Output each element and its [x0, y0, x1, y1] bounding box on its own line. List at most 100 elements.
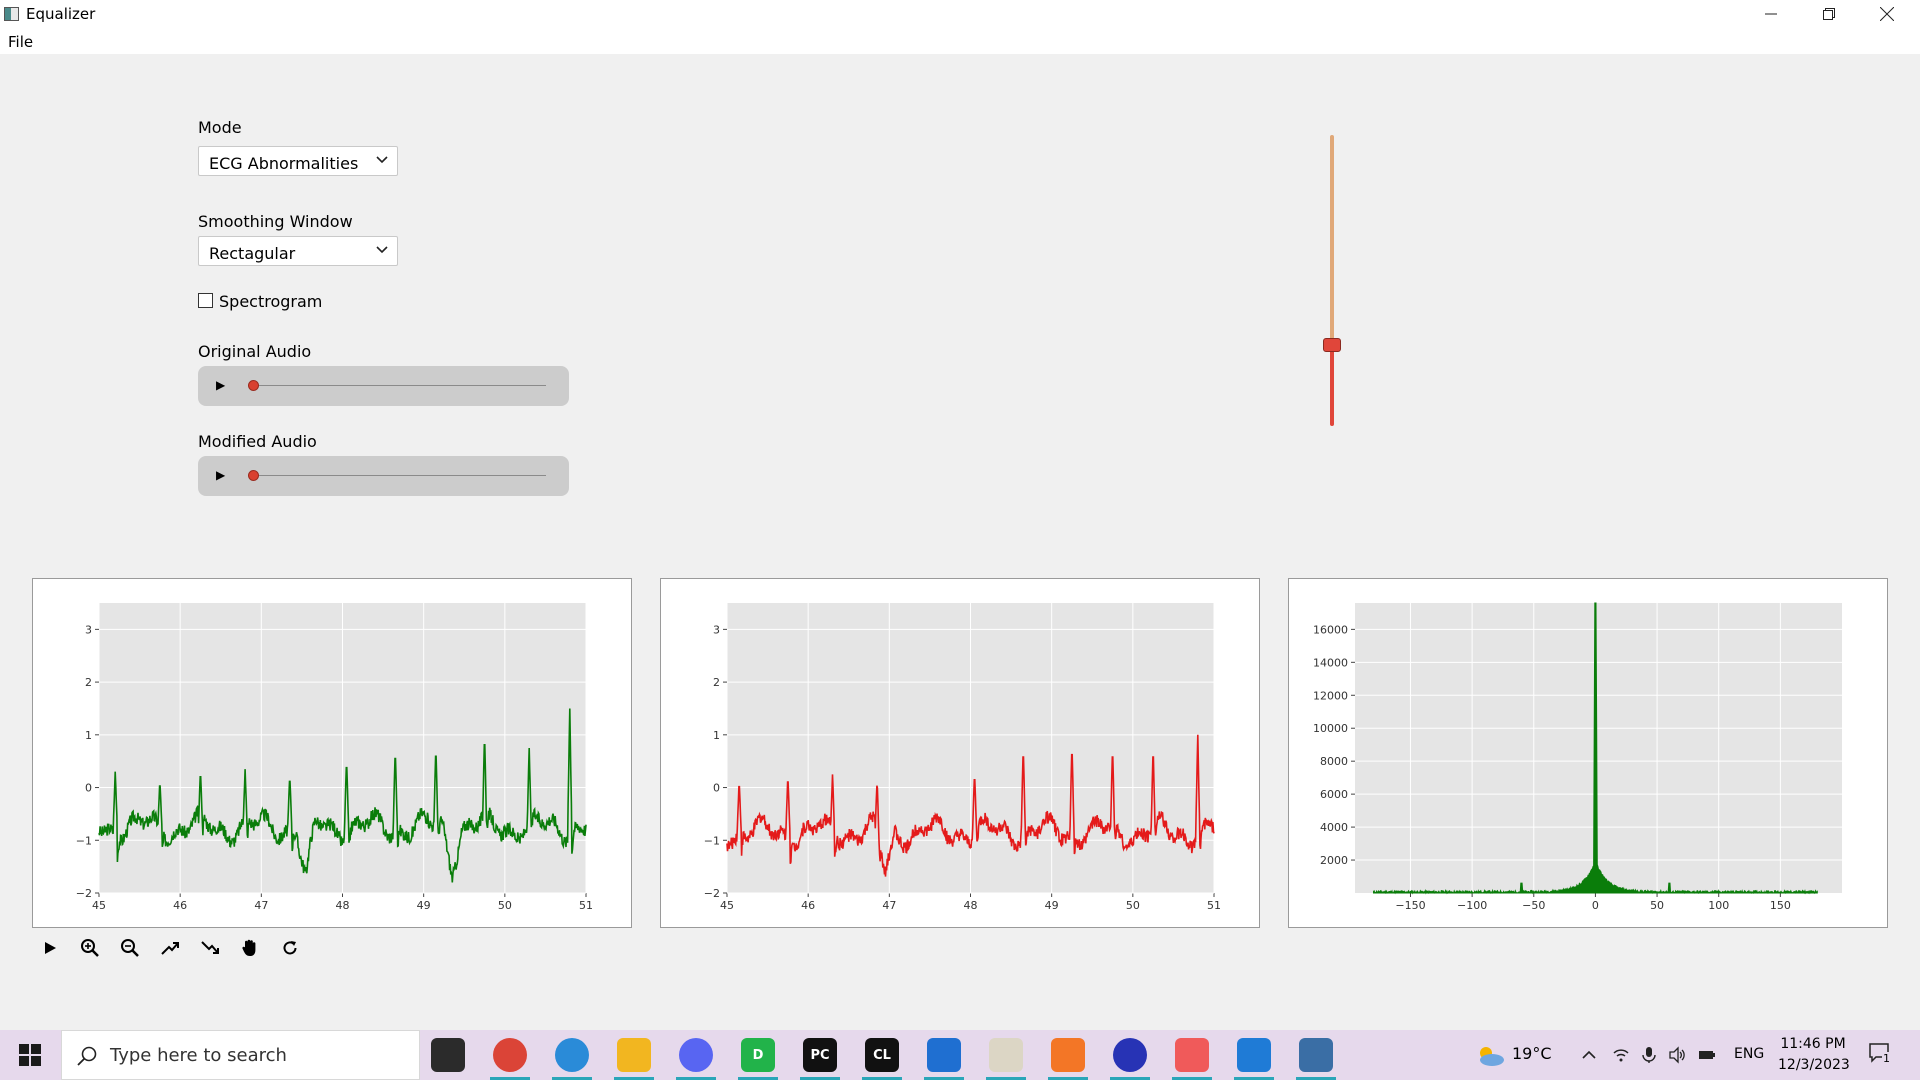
x-tick-label: 49 — [417, 899, 431, 912]
modified-signal-plot[interactable]: 45 46 47 48 49 50 51 3 2 1 0 −1 −2 — [660, 578, 1260, 928]
y-tick-label: 2000 — [1320, 854, 1348, 867]
window-title: Equalizer — [26, 5, 96, 23]
chevron-down-icon — [376, 246, 388, 254]
chevron-up-icon[interactable] — [1580, 1046, 1598, 1064]
original-audio-seek-handle[interactable] — [248, 380, 259, 391]
modified-audio-player: ▶ — [198, 456, 569, 496]
spectrogram-checkbox[interactable] — [198, 293, 213, 308]
vscode-icon[interactable] — [1237, 1038, 1271, 1072]
play-icon[interactable]: ▶ — [216, 468, 226, 482]
search-icon — [77, 1046, 97, 1066]
windows-logo-icon — [19, 1044, 41, 1066]
running-indicator — [676, 1077, 716, 1080]
running-indicator — [1172, 1077, 1212, 1080]
smoothing-label: Smoothing Window — [198, 212, 353, 231]
discord-icon[interactable] — [679, 1038, 713, 1072]
y-tick-label: 4000 — [1320, 821, 1348, 834]
x-tick-label: 50 — [1126, 899, 1140, 912]
reset-icon — [283, 941, 297, 955]
datagrip-icon[interactable]: D — [741, 1038, 775, 1072]
x-tick-label: 48 — [964, 899, 978, 912]
trend-up-icon — [161, 942, 179, 955]
original-signal-plot[interactable]: 45 46 47 48 49 50 51 3 2 1 0 −1 −2 — [32, 578, 632, 928]
clock-date[interactable]: 12/3/2023 — [1778, 1057, 1850, 1073]
x-tick-label: 100 — [1708, 899, 1729, 912]
notification-center-button[interactable]: 1 — [1868, 1042, 1898, 1068]
zoom-out-icon — [121, 939, 139, 957]
running-indicator — [1048, 1077, 1088, 1080]
modified-audio-seekbar[interactable] — [250, 475, 546, 476]
taskbar-search-box[interactable]: Type here to search — [61, 1030, 420, 1080]
gitkraken-icon[interactable] — [1175, 1038, 1209, 1072]
spectrum-area — [1373, 602, 1818, 895]
running-indicator — [1296, 1077, 1336, 1080]
pan-button[interactable] — [238, 936, 262, 960]
modified-signal-chart: 45 46 47 48 49 50 51 3 2 1 0 −1 −2 — [704, 603, 1221, 912]
smoothing-select-value: Rectagular — [209, 244, 296, 263]
modified-audio-seek-handle[interactable] — [248, 470, 259, 481]
file-explorer-icon[interactable] — [617, 1038, 651, 1072]
running-indicator — [490, 1077, 530, 1080]
original-audio-player: ▶ — [198, 366, 569, 406]
audacity-icon[interactable] — [1113, 1038, 1147, 1072]
running-indicator — [986, 1077, 1026, 1080]
menu-file[interactable]: File — [8, 33, 34, 51]
play-icon[interactable]: ▶ — [216, 378, 226, 392]
x-tick-label: 46 — [801, 899, 815, 912]
chevron-down-icon — [376, 156, 388, 164]
paint-icon[interactable] — [989, 1038, 1023, 1072]
edge-icon[interactable] — [555, 1038, 589, 1072]
y-tick-label: −1 — [704, 834, 720, 847]
gain-slider-track-lower[interactable] — [1330, 344, 1334, 426]
x-tick-label: 0 — [1592, 899, 1599, 912]
restore-icon — [1823, 8, 1835, 20]
y-tick-label: 10000 — [1313, 722, 1348, 735]
battery-icon[interactable] — [1698, 1046, 1716, 1064]
language-indicator[interactable]: ENG — [1734, 1046, 1765, 1062]
x-tick-label: −50 — [1522, 899, 1545, 912]
mail-icon[interactable] — [927, 1038, 961, 1072]
weather-icon[interactable] — [1474, 1044, 1506, 1072]
notification-count: 1 — [1882, 1052, 1891, 1065]
trend-down-icon — [201, 941, 219, 954]
gain-slider-handle[interactable] — [1323, 337, 1341, 352]
x-tick-label: 46 — [173, 899, 187, 912]
zoom-out-button[interactable] — [118, 936, 142, 960]
restore-button[interactable] — [1800, 0, 1858, 28]
clock-time[interactable]: 11:46 PM — [1780, 1036, 1846, 1052]
task-view-icon[interactable] — [431, 1038, 465, 1072]
speed-up-button[interactable] — [158, 936, 182, 960]
search-placeholder: Type here to search — [110, 1045, 287, 1066]
start-button[interactable] — [0, 1030, 60, 1080]
y-tick-label: 6000 — [1320, 788, 1348, 801]
weather-temperature[interactable]: 19°C — [1512, 1044, 1552, 1063]
y-tick-label: −1 — [76, 834, 92, 847]
play-button[interactable] — [38, 936, 62, 960]
zoom-in-button[interactable] — [78, 936, 102, 960]
reset-button[interactable] — [278, 936, 302, 960]
y-tick-label: 3 — [85, 623, 92, 636]
clion-icon[interactable]: CL — [865, 1038, 899, 1072]
notification-icon — [1869, 1043, 1889, 1063]
minimize-button[interactable] — [1742, 0, 1800, 28]
mode-select-value: ECG Abnormalities — [209, 154, 359, 173]
pycharm-icon[interactable]: PC — [803, 1038, 837, 1072]
close-button[interactable] — [1858, 0, 1916, 28]
y-tick-label: 16000 — [1313, 623, 1348, 636]
x-tick-label: −150 — [1395, 899, 1425, 912]
frequency-spectrum-plot[interactable]: −150 −100 −50 0 50 100 150 16000 14000 12000 10000… — [1288, 578, 1888, 928]
jupyter-icon[interactable] — [1051, 1038, 1085, 1072]
mode-select[interactable]: ECG Abnormalities — [198, 146, 398, 176]
speed-down-button[interactable] — [198, 936, 222, 960]
microphone-icon[interactable] — [1640, 1046, 1658, 1064]
running-indicator — [552, 1077, 592, 1080]
original-audio-seekbar[interactable] — [250, 385, 546, 386]
wifi-icon[interactable] — [1612, 1046, 1630, 1064]
python-app-icon[interactable] — [1299, 1038, 1333, 1072]
signal-line — [98, 708, 587, 883]
gain-slider-track-upper[interactable] — [1330, 135, 1334, 345]
speaker-icon[interactable] — [1668, 1046, 1686, 1064]
x-tick-label: 49 — [1045, 899, 1059, 912]
smoothing-select[interactable]: Rectagular — [198, 236, 398, 266]
chrome-icon[interactable] — [493, 1038, 527, 1072]
